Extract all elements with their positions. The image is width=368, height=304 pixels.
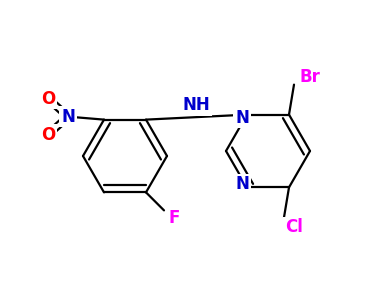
Text: N: N — [235, 175, 249, 193]
Text: O: O — [41, 126, 55, 143]
Text: NH: NH — [183, 96, 210, 114]
Text: Cl: Cl — [285, 218, 303, 237]
Text: O: O — [41, 90, 55, 108]
Text: N: N — [235, 109, 249, 127]
Text: F: F — [168, 209, 180, 227]
Text: N: N — [61, 108, 75, 126]
Text: Br: Br — [300, 67, 321, 86]
